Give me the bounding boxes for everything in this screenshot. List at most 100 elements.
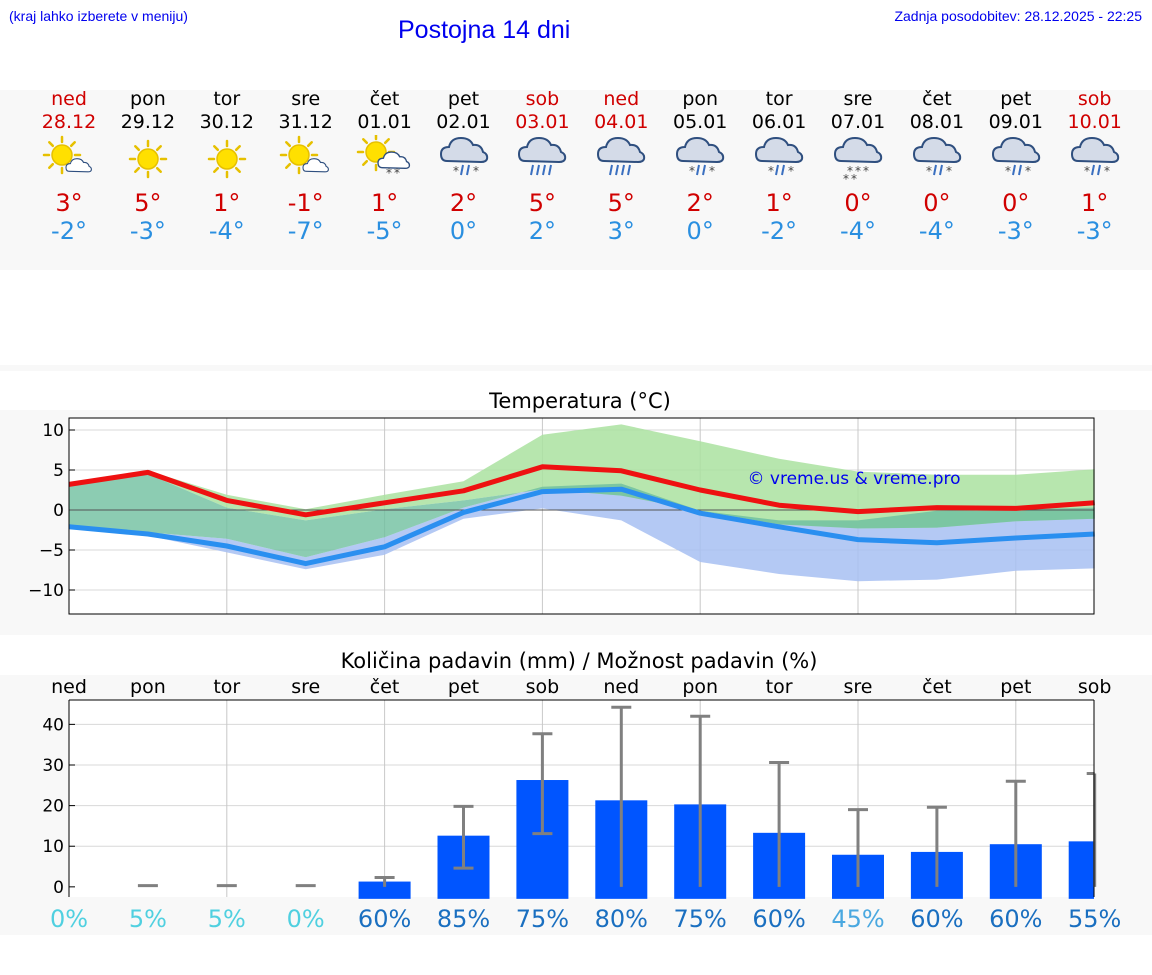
y-tick-label: −10 <box>28 581 64 601</box>
temp-max: 2° <box>686 189 714 217</box>
precip-probability: 75% <box>516 905 569 933</box>
svg-text:*: * <box>453 164 459 178</box>
temp-min: -5° <box>366 217 403 245</box>
day-name: ned <box>51 88 87 110</box>
sun-icon <box>109 135 187 185</box>
svg-text:*: * <box>1084 164 1090 178</box>
day-forecast: sre 07.01 * * * * * 0° -4° <box>819 88 897 245</box>
precip-probability: 45% <box>831 905 884 933</box>
day-name: pet <box>447 88 480 110</box>
day-label: pet <box>448 676 479 698</box>
day-forecast: sob 03.01 5° 2° <box>503 88 581 245</box>
day-label: pon <box>682 676 718 698</box>
day-name: pon <box>130 88 166 110</box>
temp-max: 0° <box>923 189 951 217</box>
cloud-sleet-icon: * * <box>977 135 1055 185</box>
svg-text:*: * <box>788 164 794 178</box>
y-tick-label: 30 <box>42 756 64 776</box>
watermark: © vreme.us & vreme.pro <box>747 469 960 489</box>
y-tick-label: 40 <box>42 715 64 735</box>
day-forecast: čet 01.01 * * 1° -5° <box>346 88 424 245</box>
temp-min: 0° <box>686 217 714 245</box>
temp-min: 0° <box>449 217 478 245</box>
temp-max: 1° <box>1081 189 1109 217</box>
sun-cloud-icon <box>267 135 345 185</box>
day-label: tor <box>213 676 240 698</box>
day-date: 10.01 <box>1067 111 1122 133</box>
precip-probability: 0% <box>287 905 325 933</box>
sun-icon <box>188 135 266 185</box>
svg-text:*: * <box>768 164 774 178</box>
day-label: pon <box>130 676 166 698</box>
day-date: 06.01 <box>751 111 807 133</box>
max-temp-range-band <box>69 424 1095 529</box>
y-tick-label: 10 <box>42 421 64 441</box>
temp-max: 1° <box>765 189 793 217</box>
day-date: 05.01 <box>672 111 728 133</box>
divider <box>0 365 1152 371</box>
day-name: sob <box>1077 88 1112 110</box>
temp-max: 3° <box>55 189 83 217</box>
temp-max: 2° <box>449 189 478 217</box>
cloud-sleet-icon: * * <box>1056 135 1134 185</box>
svg-text:*: * <box>847 164 853 178</box>
svg-text:*: * <box>689 164 695 178</box>
precip-probability: 60% <box>358 905 411 933</box>
day-forecast: pet 09.01 * * 0° -3° <box>977 88 1055 245</box>
day-forecast: ned 28.12 3° -2° <box>30 88 108 245</box>
svg-text:*: * <box>843 172 849 185</box>
precip-probability: 85% <box>437 905 490 933</box>
temp-max: 1° <box>213 189 241 217</box>
precip-probability: 5% <box>129 905 167 933</box>
day-date: 29.12 <box>120 111 176 133</box>
precip-bar <box>1068 841 1094 899</box>
svg-text:*: * <box>926 164 932 178</box>
day-label: tor <box>766 676 793 698</box>
temp-min: -2° <box>761 217 798 245</box>
location-hint: (kraj lahko izberete v meniju) <box>9 8 188 24</box>
temp-max: 5° <box>528 189 557 217</box>
precip-probability: 60% <box>752 905 805 933</box>
svg-text:*: * <box>386 166 392 180</box>
day-date: 30.12 <box>199 111 254 133</box>
temp-min: 2° <box>528 217 557 245</box>
day-label: sre <box>291 676 320 698</box>
day-label: čet <box>922 676 952 698</box>
day-name: pon <box>682 88 719 110</box>
precip-bar <box>358 881 411 899</box>
day-name: sob <box>525 88 560 110</box>
cloud-sleet-icon: * * <box>898 135 976 185</box>
precip-probability: 5% <box>208 905 246 933</box>
day-date: 07.01 <box>830 111 886 133</box>
day-forecast: pon 29.12 5° -3° <box>109 88 187 245</box>
day-name: ned <box>603 88 640 110</box>
y-tick-label: 10 <box>42 837 64 857</box>
sun-cloud-icon <box>30 135 108 185</box>
day-label: pet <box>1000 676 1031 698</box>
day-forecast: sre 31.12 -1° -7° <box>267 88 345 245</box>
plot-frame <box>68 417 1095 615</box>
svg-text:*: * <box>851 172 857 185</box>
last-update: Zadnja posodobitev: 28.12.2025 - 22:25 <box>894 8 1142 24</box>
day-date: 02.01 <box>436 111 491 133</box>
temp-max: 1° <box>370 189 399 217</box>
temp-min: -3° <box>129 217 166 245</box>
temp-max: 0° <box>844 189 872 217</box>
temperature-chart-title: Temperatura (°C) <box>488 389 671 413</box>
day-forecast: ned 04.01 5° 3° <box>582 88 660 245</box>
svg-text:*: * <box>946 164 952 178</box>
day-forecast: čet 08.01 * * 0° -4° <box>898 88 976 245</box>
day-name: tor <box>765 88 793 110</box>
cloud-sleet-icon: * * <box>425 135 503 185</box>
cloud-sleet-icon: * * <box>740 135 818 185</box>
day-name: sre <box>291 88 321 110</box>
day-forecast: tor 06.01 * * 1° -2° <box>740 88 818 245</box>
temp-max: 5° <box>134 189 162 217</box>
cloud-snow-icon: * * * * * <box>819 135 897 185</box>
svg-text:*: * <box>1025 164 1031 178</box>
temp-min: -4° <box>208 217 245 245</box>
day-date: 31.12 <box>278 111 333 133</box>
day-date: 03.01 <box>515 111 570 133</box>
temp-max: -1° <box>287 189 324 217</box>
cloud-rain-icon <box>503 135 581 185</box>
